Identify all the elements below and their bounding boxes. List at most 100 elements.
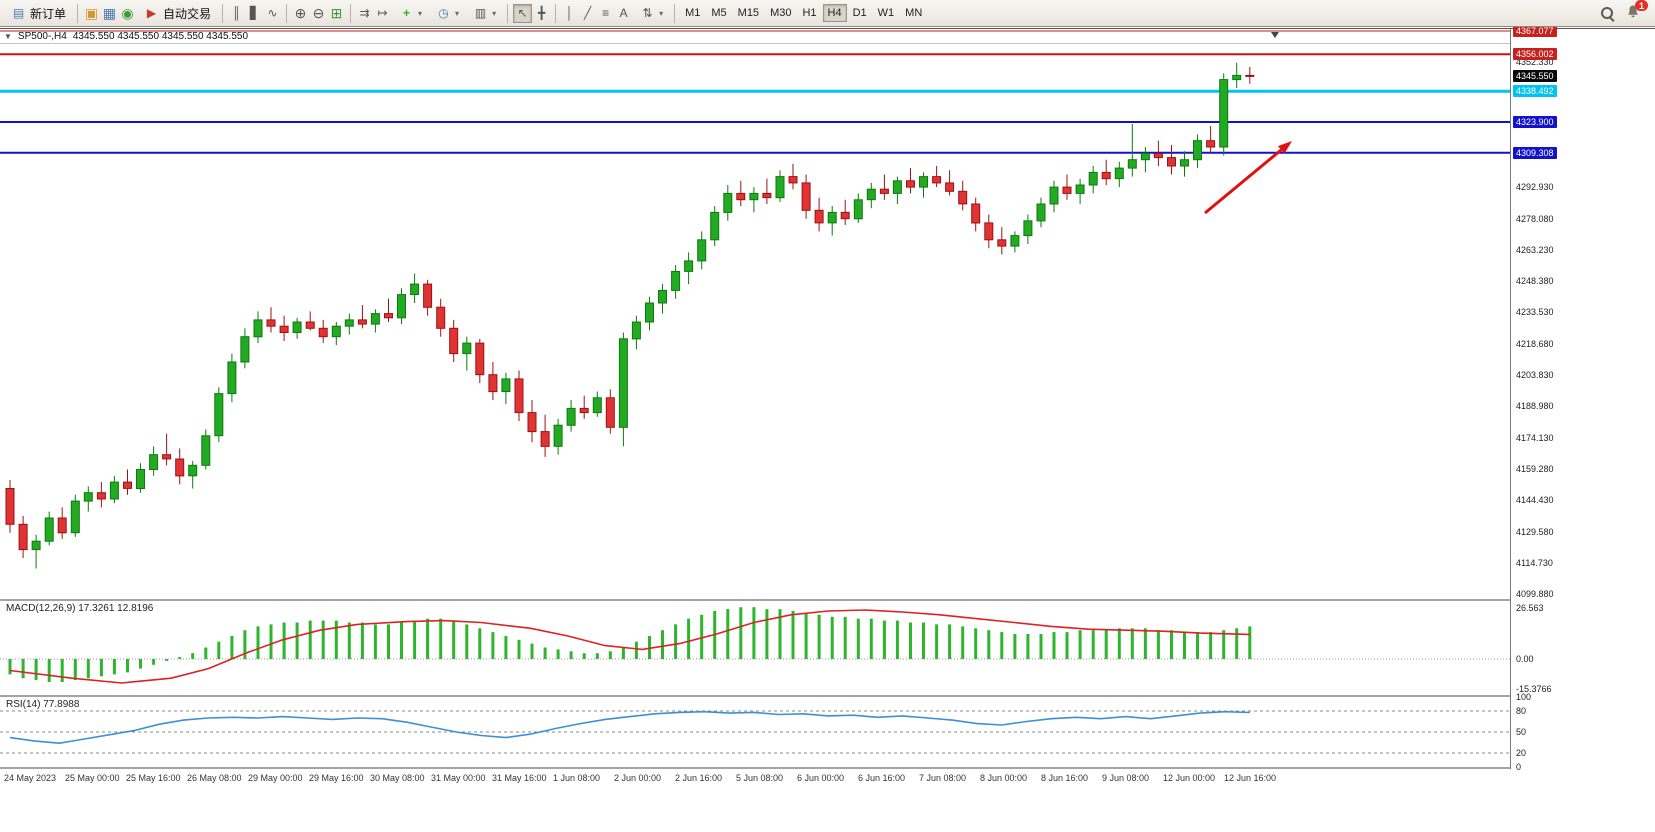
- time-label: 30 May 08:00: [370, 773, 425, 783]
- price-tick: 4278.080: [1516, 213, 1554, 224]
- data-window-icon[interactable]: ▦: [102, 5, 117, 21]
- template-icon: ▥: [474, 6, 487, 20]
- timeframe-m1[interactable]: M1: [680, 4, 705, 22]
- timeframe-w1[interactable]: W1: [873, 4, 900, 22]
- algo-trading-label: 自动交易: [163, 6, 212, 21]
- panel-divider[interactable]: [0, 695, 1655, 697]
- macd-scale-tick: -15.3766: [1516, 683, 1552, 694]
- candle: [827, 211, 837, 224]
- candle: [775, 176, 785, 199]
- new-order-button[interactable]: ▤ 新订单: [4, 2, 72, 25]
- toolbar-separator: [350, 3, 352, 23]
- chart-end-marker: [1271, 32, 1279, 38]
- crosshair-icon[interactable]: ╋: [537, 6, 546, 20]
- time-label: 31 May 00:00: [431, 773, 486, 783]
- timeframe-m30[interactable]: M30: [765, 4, 796, 22]
- candle: [175, 458, 185, 477]
- time-label: 1 Jun 08:00: [553, 773, 601, 783]
- timeframe-d1[interactable]: D1: [848, 4, 872, 22]
- candle: [318, 327, 328, 338]
- toolbar-separator: [222, 3, 224, 23]
- timeframe-mn[interactable]: MN: [900, 4, 927, 22]
- candle: [1140, 152, 1150, 161]
- collapse-chart-icon[interactable]: ▼: [4, 31, 12, 41]
- candlestick-chart-icon[interactable]: ▋: [249, 6, 260, 20]
- chart-shift-icon[interactable]: ↦: [377, 6, 388, 20]
- candle: [514, 378, 524, 414]
- annotation-arrow-head: [1278, 141, 1292, 154]
- templates-button[interactable]: ▥ ▾: [466, 2, 502, 25]
- price-level-badge: 4367.077: [1513, 25, 1557, 37]
- rsi-panel[interactable]: [0, 697, 1510, 767]
- candle: [449, 327, 459, 355]
- candle: [501, 378, 511, 392]
- text-tool-icon[interactable]: A: [619, 6, 628, 20]
- timeframe-h1[interactable]: H1: [797, 4, 821, 22]
- macd-panel[interactable]: [0, 601, 1510, 695]
- add-indicator-icon: +: [403, 6, 411, 20]
- panel-divider[interactable]: [0, 599, 1655, 601]
- candle: [1010, 235, 1020, 247]
- candle: [149, 454, 159, 471]
- timeframe-h4[interactable]: H4: [822, 4, 847, 22]
- candle: [201, 435, 211, 466]
- candlestick-chart[interactable]: [0, 29, 1510, 599]
- cursor-icon[interactable]: ↖: [513, 3, 533, 23]
- candle: [1088, 171, 1098, 186]
- candle: [788, 176, 798, 184]
- auto-scroll-icon[interactable]: ⇉: [359, 6, 370, 20]
- candle: [710, 211, 720, 241]
- time-label: 29 May 00:00: [248, 773, 303, 783]
- candle: [331, 325, 341, 338]
- indicators-button[interactable]: + ▾: [392, 2, 428, 25]
- candle: [475, 342, 485, 376]
- timeframe-m15[interactable]: M15: [733, 4, 764, 22]
- price-tick: 4144.430: [1516, 495, 1554, 506]
- time-axis[interactable]: 24 May 2023 25 May 00:00 25 May 16:00 26 Ma…: [0, 769, 1510, 791]
- price-tick: 4248.380: [1516, 276, 1554, 287]
- candle: [1219, 79, 1229, 148]
- candle: [671, 270, 681, 291]
- candle: [932, 176, 942, 184]
- annotation-arrow-line[interactable]: [1204, 148, 1283, 215]
- tile-windows-icon[interactable]: ⊞: [330, 5, 343, 21]
- candle: [136, 469, 145, 489]
- chevron-down-icon: ▾: [455, 8, 460, 18]
- panel-divider[interactable]: [0, 767, 1655, 769]
- sounds-icon[interactable]: ◉: [121, 5, 134, 21]
- price-tick: 4159.280: [1516, 463, 1554, 474]
- new-order-label: 新订单: [30, 6, 67, 21]
- profiles-icon[interactable]: ▣: [84, 5, 99, 21]
- candle: [919, 176, 928, 188]
- periods-button[interactable]: ◷ ▾: [429, 2, 465, 25]
- notifications-bell-icon[interactable]: 1: [1625, 0, 1648, 22]
- candle: [292, 321, 302, 333]
- rsi-scale-tick: 100: [1516, 692, 1532, 702]
- candle: [227, 361, 237, 395]
- objects-button[interactable]: ⇅ ▾: [633, 2, 669, 25]
- timeframe-m5[interactable]: M5: [706, 4, 731, 22]
- price-axis[interactable]: 4352.3304337.4804322.6304307.7804292.930…: [1510, 25, 1655, 772]
- algo-trading-button[interactable]: ▶ 自动交易: [137, 2, 217, 25]
- candle: [344, 319, 354, 327]
- search-icon[interactable]: [1599, 5, 1615, 21]
- zoom-out-icon[interactable]: ⊖: [312, 5, 325, 21]
- candle: [279, 325, 289, 334]
- zoom-in-icon[interactable]: ⊕: [294, 5, 307, 21]
- candle: [1062, 186, 1072, 194]
- time-label: 26 May 08:00: [187, 773, 242, 783]
- fibonacci-icon[interactable]: ≡: [602, 6, 610, 20]
- price-level-badge: 4309.308: [1513, 146, 1557, 159]
- line-chart-icon[interactable]: ∿: [267, 6, 278, 20]
- candle: [997, 239, 1007, 247]
- candle: [736, 192, 746, 201]
- candle: [892, 180, 902, 194]
- price-tick: 4292.930: [1516, 182, 1554, 193]
- trendline-icon[interactable]: ╱: [583, 6, 592, 20]
- vertical-line-icon[interactable]: │: [565, 6, 574, 20]
- candle: [1049, 186, 1059, 205]
- candle: [645, 302, 654, 323]
- candle: [266, 319, 276, 327]
- bar-chart-icon[interactable]: ║: [232, 6, 241, 20]
- candle: [31, 540, 41, 551]
